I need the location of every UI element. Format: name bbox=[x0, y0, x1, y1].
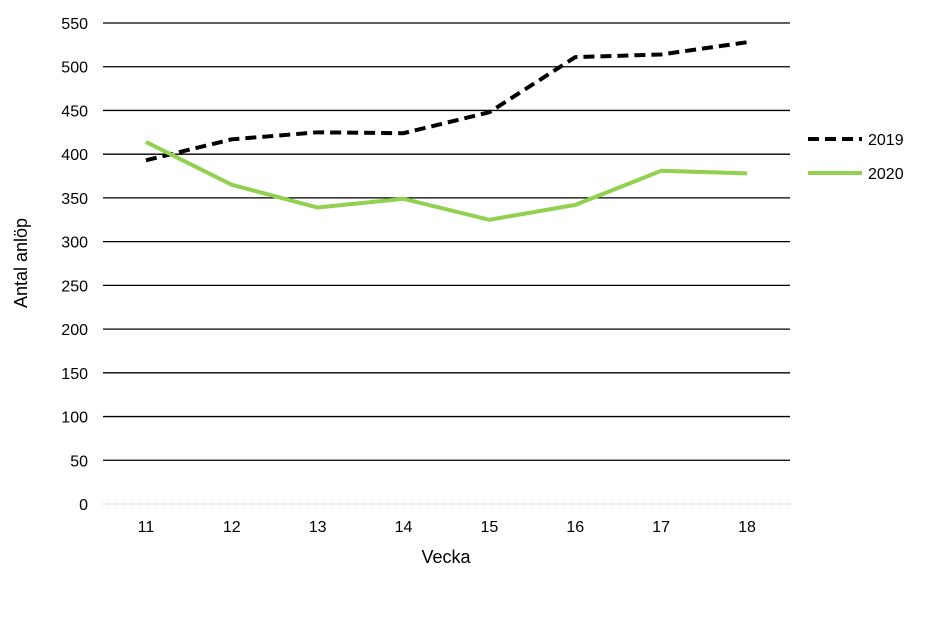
y-tick-label: 50 bbox=[70, 453, 88, 470]
y-tick-label: 150 bbox=[61, 366, 88, 383]
x-tick-label: 15 bbox=[481, 519, 499, 536]
gridlines bbox=[103, 22, 790, 505]
x-axis-ticks: 11 12 13 14 15 16 17 18 bbox=[138, 519, 756, 536]
x-tick-label: 13 bbox=[309, 519, 327, 536]
y-tick-label: 400 bbox=[61, 147, 88, 164]
y-tick-label: 500 bbox=[61, 60, 88, 77]
series-line-2020 bbox=[145, 140, 748, 222]
x-tick-label: 16 bbox=[566, 519, 584, 536]
x-tick-label: 11 bbox=[138, 519, 155, 536]
y-tick-label: 350 bbox=[61, 191, 88, 208]
x-tick-label: 14 bbox=[395, 519, 413, 536]
series-line-2019 bbox=[145, 40, 748, 163]
x-tick-label: 12 bbox=[223, 519, 241, 536]
y-tick-label: 250 bbox=[61, 278, 88, 295]
legend: 2019 2020 bbox=[808, 132, 904, 183]
x-axis-title: Vecka bbox=[421, 547, 471, 567]
y-tick-label: 550 bbox=[61, 16, 88, 33]
series-lines bbox=[145, 40, 748, 222]
y-tick-label: 200 bbox=[61, 322, 88, 339]
y-axis-ticks: 0 50 100 150 200 250 300 350 400 450 500 550 bbox=[61, 16, 88, 514]
y-tick-label: 0 bbox=[79, 497, 88, 514]
legend-label: 2020 bbox=[868, 166, 904, 183]
y-tick-label: 300 bbox=[61, 235, 88, 252]
y-axis-title: Antal anlöp bbox=[11, 218, 31, 308]
legend-label: 2019 bbox=[868, 132, 904, 149]
x-tick-label: 18 bbox=[738, 519, 756, 536]
y-tick-label: 100 bbox=[61, 410, 88, 427]
x-tick-label: 17 bbox=[652, 519, 670, 536]
y-tick-label: 450 bbox=[61, 103, 88, 120]
